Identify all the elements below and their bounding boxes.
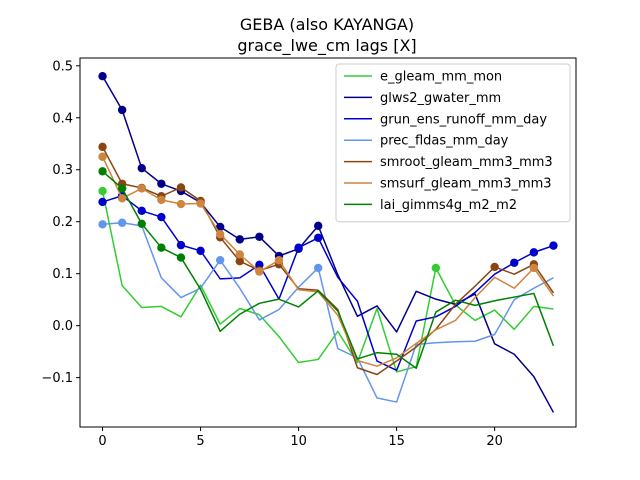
series-point-lai_gimms4g_m2_m2 bbox=[176, 253, 186, 262]
chart-title: GEBA (also KAYANGA) bbox=[240, 15, 414, 34]
y-tick-label: 0.3 bbox=[52, 163, 73, 178]
series-line-grun_ens_runoff_mm_day bbox=[102, 194, 554, 372]
x-tick-label: 0 bbox=[98, 434, 106, 449]
series-point-prec_fldas_mm_day bbox=[117, 218, 127, 227]
series-point-glws2_gwater_mm bbox=[157, 179, 166, 188]
legend-box bbox=[335, 63, 571, 223]
series-point-glws2_gwater_mm bbox=[255, 232, 264, 241]
series-point-smroot_gleam_mm3_mm3 bbox=[176, 183, 186, 192]
series-point-smroot_gleam_mm3_mm3 bbox=[235, 257, 244, 266]
series-point-grun_ens_runoff_mm_day bbox=[157, 212, 166, 222]
y-tick-label: 0.2 bbox=[52, 215, 73, 230]
series-point-glws2_gwater_mm bbox=[313, 221, 323, 231]
series-point-prec_fldas_mm_day bbox=[215, 255, 225, 265]
series-point-smsurf_gleam_mm3_mm3 bbox=[529, 263, 539, 273]
series-point-grun_ens_runoff_mm_day bbox=[313, 233, 323, 243]
series-point-grun_ens_runoff_mm_day bbox=[176, 240, 186, 250]
series-point-grun_ens_runoff_mm_day bbox=[294, 243, 303, 252]
series-point-smsurf_gleam_mm3_mm3 bbox=[274, 255, 284, 265]
legend-label: smroot_gleam_mm3_mm3 bbox=[380, 155, 553, 170]
legend-label: smsurf_gleam_mm3_mm3 bbox=[380, 177, 552, 192]
series-line-prec_fldas_mm_day bbox=[102, 222, 554, 403]
x-tick-label: 5 bbox=[196, 434, 204, 449]
series-point-grun_ens_runoff_mm_day bbox=[529, 248, 539, 257]
series-point-smsurf_gleam_mm3_mm3 bbox=[117, 194, 127, 203]
series-point-glws2_gwater_mm bbox=[117, 105, 127, 115]
series-point-glws2_gwater_mm bbox=[137, 163, 146, 173]
x-tick-label: 10 bbox=[290, 434, 307, 449]
y-axis: −0.1 0.0 0.1 0.2 0.3 0.4 0.5 bbox=[41, 59, 80, 386]
series-point-smsurf_gleam_mm3_mm3 bbox=[157, 195, 166, 205]
series-point-e_gleam_mm_mon bbox=[431, 263, 441, 273]
series-point-glws2_gwater_mm bbox=[98, 71, 107, 81]
series-point-smsurf_gleam_mm3_mm3 bbox=[137, 184, 146, 193]
legend: e_gleam_mm_mon glws2_gwater_mm grun_ens_ru… bbox=[335, 63, 571, 223]
series-point-grun_ens_runoff_mm_day bbox=[137, 206, 146, 215]
series-point-e_gleam_mm_mon bbox=[98, 186, 107, 196]
series-point-smsurf_gleam_mm3_mm3 bbox=[235, 250, 244, 259]
y-tick-label: −0.1 bbox=[41, 371, 73, 386]
series-point-smroot_gleam_mm3_mm3 bbox=[98, 142, 107, 152]
y-tick-label: 0.4 bbox=[52, 111, 73, 126]
series-point-glws2_gwater_mm bbox=[215, 222, 225, 232]
legend-label: lai_gimms4g_m2_m2 bbox=[380, 198, 517, 213]
series-point-prec_fldas_mm_day bbox=[313, 263, 323, 273]
series-point-smsurf_gleam_mm3_mm3 bbox=[196, 199, 205, 208]
y-tick-label: 0.5 bbox=[52, 59, 73, 74]
series-point-grun_ens_runoff_mm_day bbox=[549, 241, 558, 250]
y-tick-label: 0.0 bbox=[52, 319, 73, 334]
series-point-glws2_gwater_mm bbox=[235, 235, 244, 244]
series-point-grun_ens_runoff_mm_day bbox=[510, 258, 519, 267]
series-point-lai_gimms4g_m2_m2 bbox=[98, 167, 107, 176]
series-point-smsurf_gleam_mm3_mm3 bbox=[98, 152, 107, 161]
chart-subtitle: grace_lwe_cm lags [X] bbox=[237, 36, 416, 56]
x-tick-label: 20 bbox=[486, 434, 503, 449]
series-point-lai_gimms4g_m2_m2 bbox=[117, 184, 127, 193]
series-point-lai_gimms4g_m2_m2 bbox=[137, 219, 146, 228]
plot-series bbox=[98, 71, 558, 413]
legend-label: grun_ens_runoff_mm_day bbox=[380, 112, 547, 127]
series-point-grun_ens_runoff_mm_day bbox=[98, 197, 107, 207]
legend-label: glws2_gwater_mm bbox=[380, 91, 501, 106]
y-tick-label: 0.1 bbox=[52, 267, 73, 282]
legend-label: prec_fldas_mm_day bbox=[380, 134, 509, 149]
plot-frame bbox=[79, 57, 577, 428]
series-point-grun_ens_runoff_mm_day bbox=[196, 246, 205, 256]
x-axis: 0 5 10 15 20 bbox=[98, 427, 503, 449]
x-tick-label: 15 bbox=[388, 434, 405, 449]
legend-label: e_gleam_mm_mon bbox=[380, 70, 502, 85]
series-point-smsurf_gleam_mm3_mm3 bbox=[215, 229, 225, 239]
series-line-e_gleam_mm_mon bbox=[101, 190, 554, 373]
series-point-smroot_gleam_mm3_mm3 bbox=[490, 262, 499, 272]
series-point-lai_gimms4g_m2_m2 bbox=[157, 243, 166, 252]
series-point-smsurf_gleam_mm3_mm3 bbox=[255, 267, 264, 276]
series-point-prec_fldas_mm_day bbox=[98, 220, 107, 229]
series-point-smsurf_gleam_mm3_mm3 bbox=[176, 199, 186, 209]
